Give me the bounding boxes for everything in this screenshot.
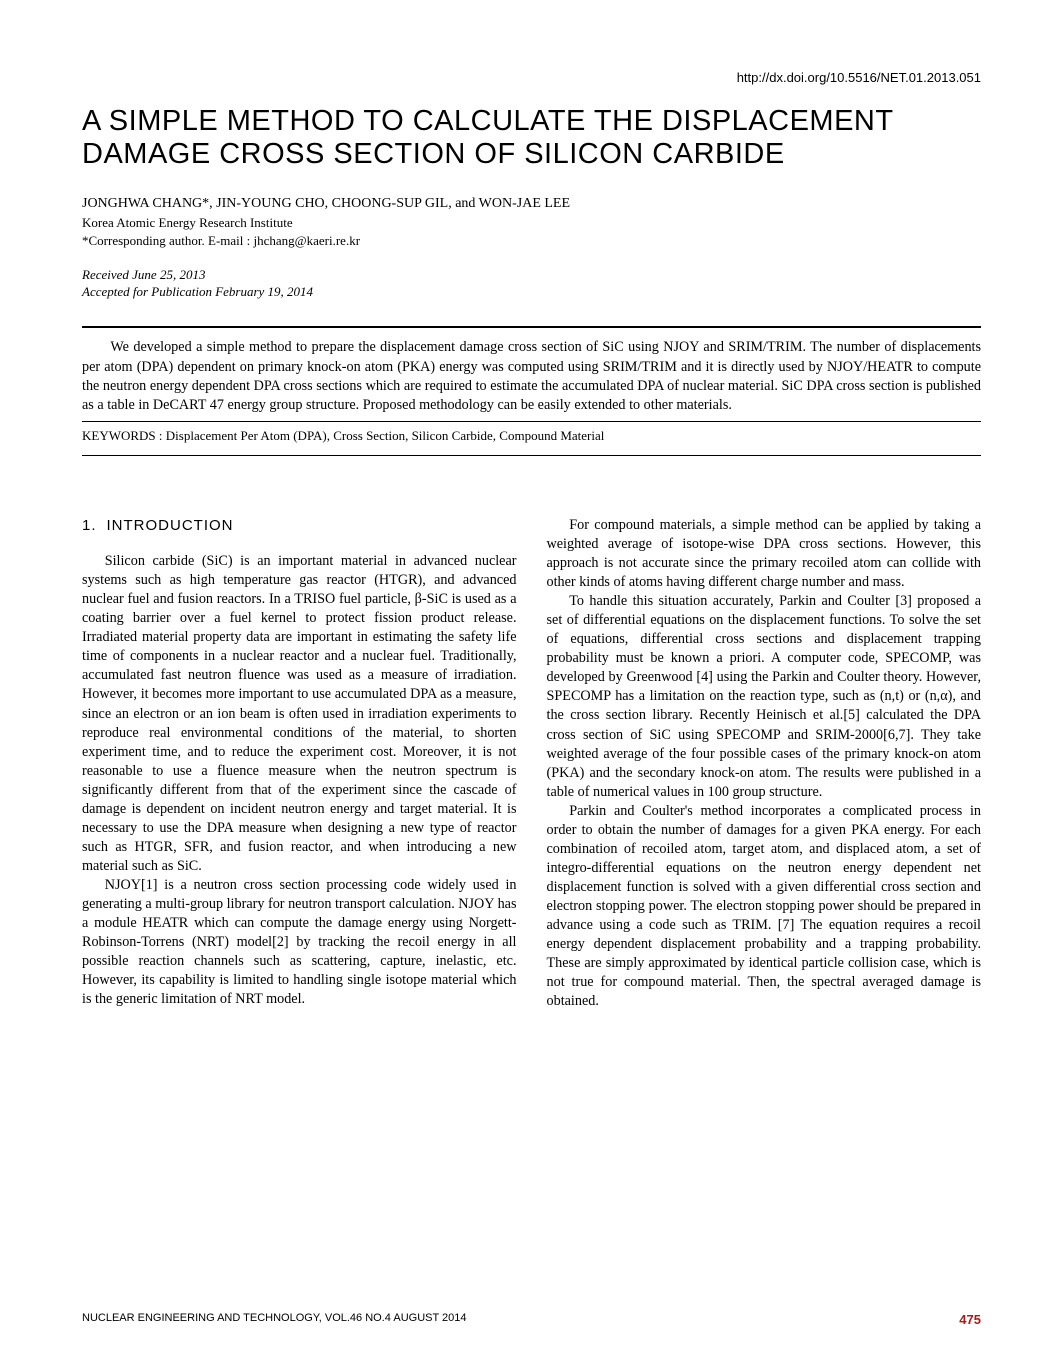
received-date: Received June 25, 2013 [82,267,981,284]
section-number: 1. [82,516,97,536]
left-column: 1. INTRODUCTION Silicon carbide (SiC) is … [82,516,517,1011]
section-heading-introduction: 1. INTRODUCTION [82,516,517,536]
paragraph: Silicon carbide (SiC) is an important ma… [82,552,517,876]
paragraph: Parkin and Coulter's method incorporates… [547,802,982,1011]
doi-link: http://dx.doi.org/10.5516/NET.01.2013.05… [82,70,981,85]
page-footer: NUCLEAR ENGINEERING AND TECHNOLOGY, VOL.… [82,1312,981,1327]
page-number: 475 [959,1312,981,1327]
body-columns: 1. INTRODUCTION Silicon carbide (SiC) is … [82,516,981,1011]
paragraph: To handle this situation accurately, Par… [547,592,982,801]
accepted-date: Accepted for Publication February 19, 20… [82,284,981,301]
keywords-label: KEYWORDS : [82,428,166,443]
paragraph: NJOY[1] is a neutron cross section proce… [82,876,517,1009]
affiliation: Korea Atomic Energy Research Institute [82,215,981,231]
publication-dates: Received June 25, 2013 Accepted for Publ… [82,267,981,301]
right-column: For compound materials, a simple method … [547,516,982,1011]
paper-title: A SIMPLE METHOD TO CALCULATE THE DISPLAC… [82,105,981,172]
abstract-text: We developed a simple method to prepare … [82,338,981,421]
paragraph: For compound materials, a simple method … [547,516,982,592]
abstract-container: We developed a simple method to prepare … [82,326,981,456]
keywords-line: KEYWORDS : Displacement Per Atom (DPA), … [82,421,981,445]
journal-info: NUCLEAR ENGINEERING AND TECHNOLOGY, VOL.… [82,1312,467,1327]
authors-line: JONGHWA CHANG*, JIN-YOUNG CHO, CHOONG-SU… [82,196,981,212]
corresponding-author: *Corresponding author. E-mail : jhchang@… [82,233,981,249]
section-title: INTRODUCTION [107,517,234,534]
keywords-text: Displacement Per Atom (DPA), Cross Secti… [166,428,605,443]
